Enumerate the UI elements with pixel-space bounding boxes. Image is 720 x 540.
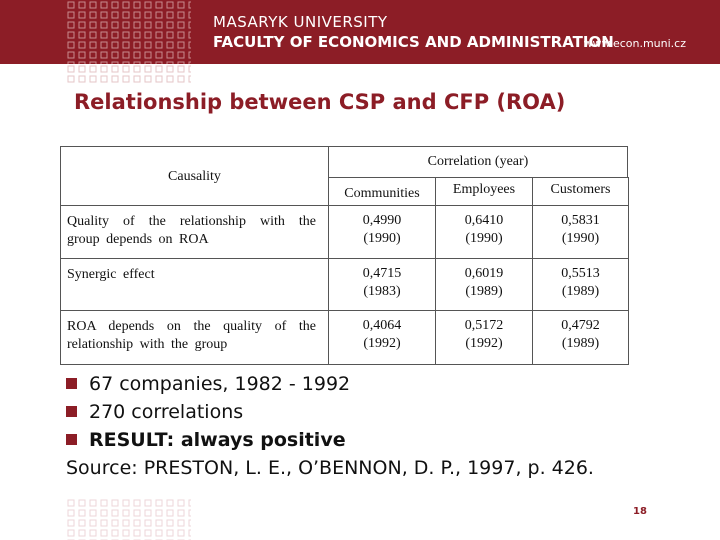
- slide-title: Relationship between CSP and CFP (ROA): [74, 90, 566, 114]
- header-cell: Employees: [435, 177, 533, 206]
- bullet-text: RESULT: always positive: [89, 429, 346, 451]
- cell-year: (1990): [561, 231, 600, 246]
- university: MASARYK UNIVERSITY: [213, 13, 388, 31]
- data-cell: 0,4064 (1992): [328, 310, 436, 365]
- source: Source: PRESTON, L. E., O’BENNON, D. P.,…: [66, 457, 594, 479]
- bullet: RESULT: always positive: [66, 429, 346, 451]
- header-cell: Correlation (year): [328, 146, 628, 178]
- data-cell: 0,4792 (1989): [532, 310, 629, 365]
- bullet-marker: [66, 434, 77, 445]
- cell-value: 0,5513: [561, 266, 600, 281]
- faculty: FACULTY OF ECONOMICS AND ADMINISTRATION: [213, 33, 614, 51]
- row-label-cell: Quality of the relationship with the gro…: [60, 205, 329, 259]
- cell-value: 0,4715: [362, 266, 402, 281]
- data-cell: 0,5513 (1989): [532, 258, 629, 311]
- bullet: 270 correlations: [66, 401, 243, 423]
- bullet-text: 270 correlations: [89, 401, 244, 423]
- cell-year: (1989): [561, 336, 600, 351]
- data-cell: 0,5831 (1990): [532, 205, 629, 259]
- bullet-marker: [66, 406, 77, 417]
- cell-value: 0,4792: [561, 318, 600, 333]
- data-cell: 0,4990 (1990): [328, 205, 436, 259]
- header-cell: Customers: [532, 177, 629, 206]
- cell-year: (1992): [363, 336, 401, 351]
- cell-value: 0,4064: [362, 318, 402, 333]
- cell-value: 0,6410: [464, 213, 504, 228]
- cell-year: (1990): [363, 231, 401, 246]
- data-cell: 0,6410 (1990): [435, 205, 533, 259]
- cell-year: (1992): [465, 336, 503, 351]
- url: www.econ.muni.cz: [583, 37, 686, 50]
- header-band: MASARYK UNIVERSITY FACULTY OF ECONOMICS …: [0, 0, 720, 64]
- data-cell: 0,5172 (1992): [435, 310, 533, 365]
- data-cell: 0,4715 (1983): [328, 258, 436, 311]
- cell-year: (1990): [465, 231, 503, 246]
- row-label-cell: ROA depends on the quality of the relati…: [60, 310, 329, 365]
- header-cell: Communities: [328, 177, 436, 206]
- column-header: Customers: [550, 182, 611, 197]
- dot-pattern: [66, 64, 191, 84]
- cell-value: 0,5172: [464, 318, 504, 333]
- row-label: Quality of the relationship with the gro…: [67, 214, 316, 247]
- row-label: Synergic effect: [67, 267, 155, 282]
- cell-year: (1989): [465, 284, 503, 299]
- dot-pattern: [66, 0, 191, 64]
- column-header: Employees: [452, 182, 516, 197]
- cell-value: 0,6019: [464, 266, 504, 281]
- column-header: Communities: [344, 186, 420, 201]
- bullet-text: 67 companies, 1982 - 1992: [89, 373, 351, 395]
- bullet-marker: [66, 378, 77, 389]
- cell-value: 0,5831: [561, 213, 600, 228]
- causality-header: Causality: [168, 169, 221, 184]
- row-label-cell: Synergic effect: [60, 258, 329, 311]
- cell-value: 0,4990: [362, 213, 402, 228]
- header-cell: Causality: [60, 146, 329, 206]
- data-cell: 0,6019 (1989): [435, 258, 533, 311]
- cell-year: (1989): [561, 284, 600, 299]
- correlation-header: Correlation (year): [427, 154, 529, 169]
- dot-pattern: [66, 498, 191, 540]
- page-number: 18: [633, 506, 647, 517]
- bullet: 67 companies, 1982 - 1992: [66, 373, 350, 395]
- row-label: ROA depends on the quality of the relati…: [67, 319, 316, 352]
- cell-year: (1983): [363, 284, 401, 299]
